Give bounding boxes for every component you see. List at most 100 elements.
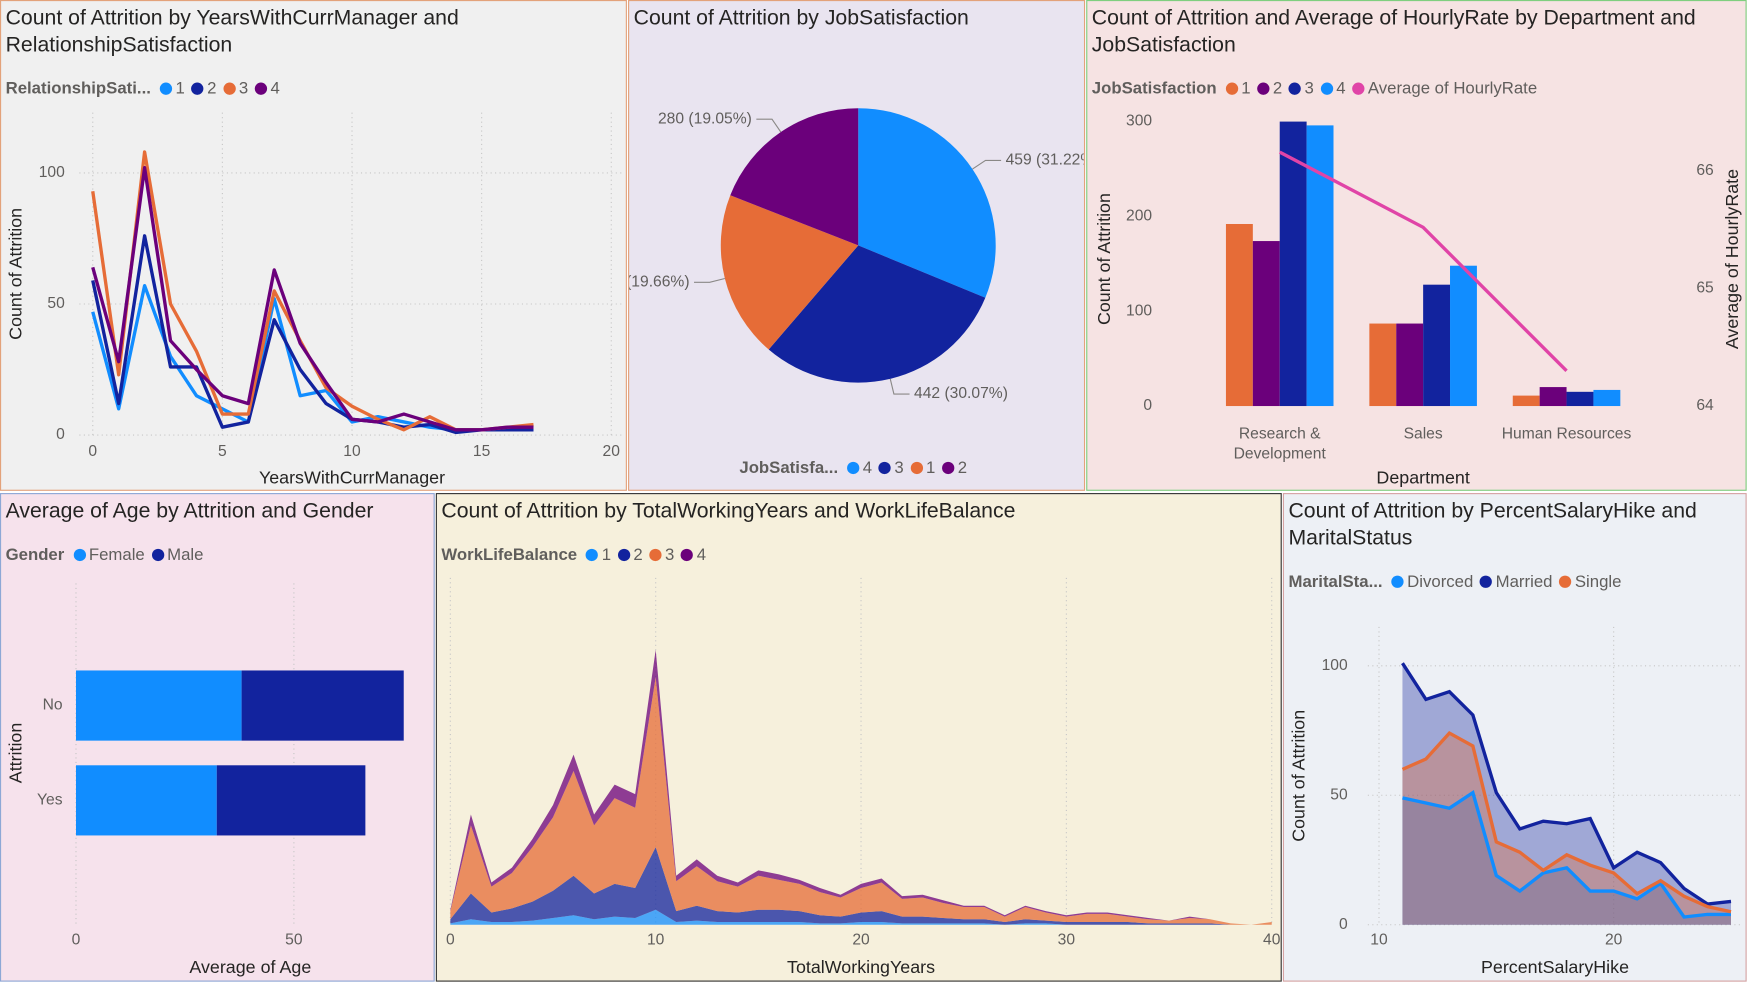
- y-axis-title: Count of Attrition: [5, 208, 25, 340]
- legend: JobSatisfaction 1 2 3 4 Average of HourlyRate: [1092, 77, 1739, 102]
- legend-title: JobSatisfa...: [739, 458, 839, 478]
- bar: [216, 765, 366, 836]
- data-label: 459 (31.22%): [1006, 152, 1086, 169]
- legend-item: 1: [910, 458, 935, 477]
- y-tick-label: 300: [1126, 113, 1152, 130]
- y-axis-title: Count of Attrition: [1094, 193, 1114, 325]
- leader-line: [694, 277, 725, 283]
- legend-label: Married: [1495, 572, 1553, 592]
- legend-label: 1: [926, 458, 936, 478]
- legend-label: 4: [270, 79, 280, 99]
- legend-item: 4: [1320, 79, 1346, 98]
- bar: [1396, 323, 1424, 407]
- panel: 0 50 100 10 20 PercentSalaryHike Count of Attr…: [1282, 493, 1747, 982]
- x-tick-label: 20: [852, 931, 870, 948]
- x-tick-label: 15: [473, 443, 491, 460]
- area: [450, 909, 1272, 925]
- x-tick-label: 20: [603, 443, 621, 460]
- plot: 0 50 100 0 5 10 15 20 YearsWithCurrManager Count …: [5, 112, 623, 487]
- legend-label: Male: [167, 545, 204, 565]
- legend-marker: [878, 461, 892, 475]
- x-tick-label: Sales: [1403, 423, 1443, 442]
- legend-title: MaritalSta...: [1288, 572, 1383, 592]
- legend-item: 4: [254, 79, 280, 99]
- legend-item: 4: [681, 545, 706, 564]
- x-axis-title: Department: [1376, 467, 1469, 487]
- panel: 0 100 200 300 64 65 66 Department Count of Attri…: [1086, 0, 1747, 491]
- legend-item: 2: [1257, 79, 1282, 98]
- legend-title: JobSatisfaction: [1091, 79, 1217, 99]
- legend-item: 3: [223, 79, 248, 98]
- y-tick-label: 100: [39, 164, 65, 181]
- header: Count of Attrition by YearsWithCurrManag…: [6, 6, 620, 102]
- legend-marker: [1320, 82, 1333, 95]
- legend-label: 3: [894, 458, 904, 478]
- area: [450, 649, 1272, 925]
- panel: 0 50 100 0 5 10 15 20 YearsWithCurrManager Count …: [0, 0, 627, 491]
- legend-marker: [191, 82, 204, 95]
- legend-marker: [1480, 575, 1493, 588]
- plot: 459 (31.22%) 442 (30.07%) 289 (19.66%) 280 …: [629, 108, 1086, 402]
- legend-marker: [910, 461, 923, 475]
- x-tick-label: 30: [1058, 931, 1076, 948]
- x-tick-label: 40: [1263, 931, 1281, 948]
- header: Count of Attrition and Average of Hourly…: [1092, 6, 1739, 102]
- legend-label: 2: [633, 545, 643, 565]
- x-tick-label: 0: [446, 931, 455, 948]
- chart-title: Average of Age by Attrition and Gender: [5, 499, 374, 524]
- plot: 0 50 Average of Age Attrition No Yes: [5, 583, 404, 977]
- legend-marker: [1257, 82, 1270, 95]
- x-axis-title: YearsWithCurrManager: [259, 467, 445, 487]
- legend-label: 4: [862, 458, 873, 478]
- pie-slice: [730, 108, 859, 246]
- legend-marker: [1352, 82, 1365, 95]
- header: Average of Age by Attrition and Gender Ge…: [6, 499, 427, 568]
- legend-marker: [1288, 82, 1302, 95]
- line: [1278, 150, 1568, 372]
- legend: MaritalSta... Divorced Married Single: [1288, 570, 1738, 595]
- legend-label: Divorced: [1407, 572, 1474, 592]
- bar: [1423, 284, 1451, 407]
- y-tick-label: 0: [1143, 397, 1152, 414]
- legend-marker: [254, 82, 268, 95]
- y-tick-label: No: [43, 697, 63, 714]
- legend-label: Average of HourlyRate: [1367, 79, 1538, 99]
- bar: [1539, 387, 1567, 407]
- legend-item: 3: [878, 458, 904, 478]
- x-axis-title: Average of Age: [189, 957, 311, 977]
- legend-marker: [159, 82, 173, 95]
- x-tick-label: 20: [1605, 931, 1623, 948]
- legend-item: Average of HourlyRate: [1352, 79, 1537, 98]
- legend-marker: [942, 461, 955, 475]
- legend: RelationshipSati... 1 2 3 4: [6, 77, 620, 102]
- legend-title: WorkLifeBalance: [441, 545, 578, 565]
- line: [1402, 790, 1732, 919]
- data-label: 289 (19.66%): [629, 273, 689, 290]
- legend-label: 1: [601, 545, 612, 565]
- y2-tick-label: 66: [1696, 162, 1713, 179]
- legend-marker: [681, 548, 694, 562]
- legend-marker: [1559, 575, 1572, 588]
- legend-title: RelationshipSati...: [5, 79, 151, 99]
- header: Count of Attrition by PercentSalaryHike …: [1288, 499, 1738, 595]
- legend-item: Single: [1559, 572, 1621, 591]
- y-tick-label: 50: [47, 295, 65, 312]
- legend-marker: [1391, 575, 1404, 588]
- bar: [1252, 241, 1280, 407]
- legend: WorkLifeBalance 1 2 3 4: [441, 543, 1274, 568]
- legend-item: 2: [617, 545, 643, 565]
- legend-marker: [223, 82, 236, 95]
- y-tick-label: 50: [1330, 786, 1348, 803]
- legend-label: 2: [957, 458, 968, 478]
- bar: [1512, 395, 1540, 407]
- x-tick-label: 10: [647, 931, 665, 948]
- pie-slice: [858, 108, 996, 298]
- area: [450, 847, 1272, 925]
- bar: [1279, 121, 1307, 407]
- y-axis-title: Count of Attrition: [1288, 710, 1308, 842]
- legend-marker: [1225, 82, 1238, 95]
- area: [450, 677, 1272, 925]
- y-tick-label: Yes: [37, 792, 63, 809]
